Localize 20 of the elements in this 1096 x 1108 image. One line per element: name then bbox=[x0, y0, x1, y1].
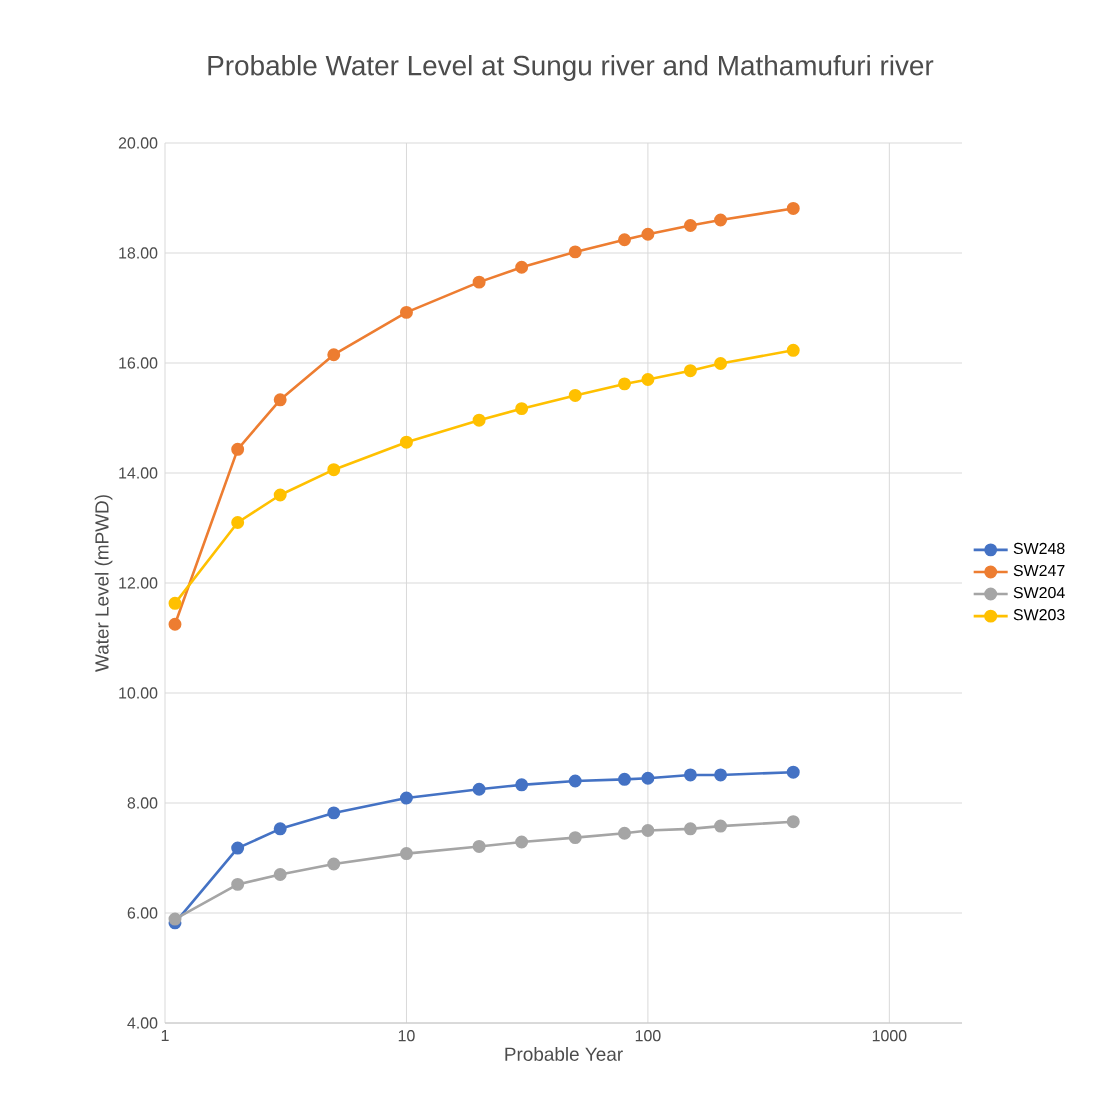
x-tick-label: 10 bbox=[398, 1030, 415, 1042]
legend-label: SW248 bbox=[1013, 542, 1065, 555]
y-tick-label: 20.00 bbox=[118, 137, 158, 149]
y-tick-label: 4.00 bbox=[127, 1017, 158, 1029]
y-tick-label: 12.00 bbox=[119, 577, 158, 589]
legend-label: SW204 bbox=[1013, 586, 1065, 599]
chart-title: Probable Water Level at Sungu river and Mathamufuri river bbox=[208, 54, 934, 81]
y-tick-label: 6.00 bbox=[127, 907, 158, 919]
x-axis-title: Probable Year bbox=[505, 1047, 623, 1061]
x-tick-label: 100 bbox=[635, 1030, 661, 1042]
x-tick-label: 1000 bbox=[872, 1030, 907, 1042]
y-tick-label: 14.00 bbox=[119, 467, 158, 479]
x-tick-label: 1 bbox=[161, 1030, 169, 1042]
y-tick-label: 10.00 bbox=[119, 687, 158, 699]
legend-label: SW203 bbox=[1013, 609, 1065, 621]
y-tick-label: 8.00 bbox=[127, 797, 158, 809]
legend-label: SW247 bbox=[1013, 564, 1065, 577]
y-axis-title: Water Level (mPWD) bbox=[94, 495, 113, 672]
y-tick-label: 18.00 bbox=[119, 247, 158, 259]
y-tick-label: 16.00 bbox=[119, 357, 158, 369]
